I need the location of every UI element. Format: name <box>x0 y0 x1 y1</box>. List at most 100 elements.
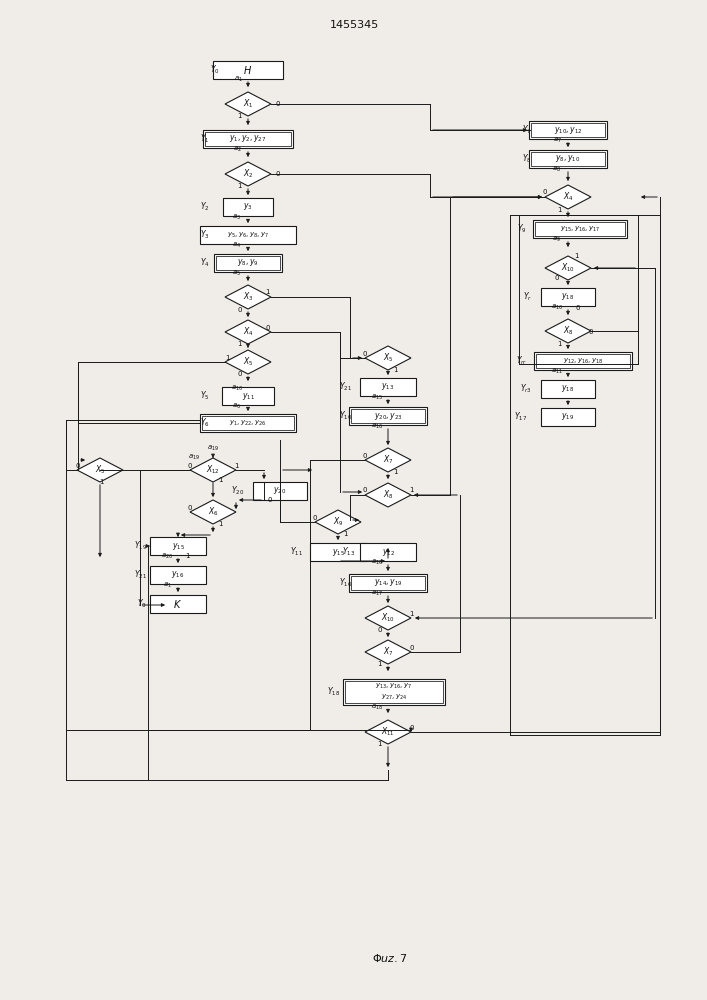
Text: $Y_{16}$: $Y_{16}$ <box>339 577 352 589</box>
Text: $1$: $1$ <box>343 530 349 538</box>
Text: $X_5$: $X_5$ <box>243 356 253 368</box>
Text: $y_{15}$: $y_{15}$ <box>172 540 185 552</box>
Text: $Y_{r3}$: $Y_{r3}$ <box>520 383 532 395</box>
FancyBboxPatch shape <box>360 378 416 396</box>
Polygon shape <box>190 458 236 482</box>
Text: $H$: $H$ <box>243 64 252 76</box>
Text: $a_8$: $a_8$ <box>552 164 561 174</box>
Text: $Y_r$: $Y_r$ <box>523 291 532 303</box>
Text: $X_4$: $X_4$ <box>563 191 573 203</box>
Text: $y_{16}$: $y_{16}$ <box>171 570 185 580</box>
FancyBboxPatch shape <box>310 543 366 561</box>
Text: $Y_2$: $Y_2$ <box>201 201 210 213</box>
Polygon shape <box>365 448 411 472</box>
FancyBboxPatch shape <box>222 387 274 405</box>
Text: $0$: $0$ <box>275 169 281 178</box>
FancyBboxPatch shape <box>150 537 206 555</box>
FancyBboxPatch shape <box>150 566 206 584</box>
Text: $1$: $1$ <box>393 365 399 374</box>
Text: $0$: $0$ <box>187 504 193 512</box>
Text: $0$: $0$ <box>362 450 368 460</box>
Text: $a_{19}$: $a_{19}$ <box>207 443 219 453</box>
Text: $a_{15}$: $a_{15}$ <box>371 392 383 402</box>
Polygon shape <box>545 185 591 209</box>
Polygon shape <box>190 500 236 524</box>
Text: $0$: $0$ <box>312 512 318 522</box>
FancyBboxPatch shape <box>541 288 595 306</box>
Text: $0$: $0$ <box>588 326 594 336</box>
Text: $a_{20}$: $a_{20}$ <box>161 551 173 561</box>
Text: $0$: $0$ <box>265 322 271 332</box>
Text: $a_{16}$: $a_{16}$ <box>371 421 383 431</box>
Text: $Y_1$: $Y_1$ <box>201 133 210 145</box>
Text: 1455345: 1455345 <box>329 20 379 30</box>
Text: $y_{12}, y_{16}, y_{18}$: $y_{12}, y_{16}, y_{18}$ <box>563 356 603 366</box>
Text: $1$: $1$ <box>409 608 415 617</box>
Text: $Y_{18}$: $Y_{18}$ <box>327 686 340 698</box>
Text: $0$: $0$ <box>554 272 560 282</box>
Text: $0$: $0$ <box>362 349 368 358</box>
Text: $y_8, y_9$: $y_8, y_9$ <box>237 257 259 268</box>
Text: $Y_9$: $Y_9$ <box>518 223 527 235</box>
Text: $Y_4$: $Y_4$ <box>200 257 210 269</box>
Text: $0$: $0$ <box>267 495 273 504</box>
Text: $X_6$: $X_6$ <box>208 506 218 518</box>
Polygon shape <box>545 256 591 280</box>
Text: $X_9$: $X_9$ <box>333 516 344 528</box>
Text: $Y_0$: $Y_0$ <box>137 598 147 610</box>
Text: $1$: $1$ <box>237 182 243 190</box>
Text: $1$: $1$ <box>574 250 580 259</box>
Text: $a_3$: $a_3$ <box>233 212 242 222</box>
Polygon shape <box>545 319 591 343</box>
Text: $1$: $1$ <box>557 205 563 214</box>
Text: $Y_5$: $Y_5$ <box>201 390 210 402</box>
FancyBboxPatch shape <box>343 679 445 705</box>
Text: $X_5$: $X_5$ <box>95 464 105 476</box>
Text: $X_5$: $X_5$ <box>382 352 393 364</box>
Text: $0$: $0$ <box>362 486 368 494</box>
Text: $K$: $K$ <box>173 598 182 610</box>
Text: $X_8$: $X_8$ <box>563 325 573 337</box>
Text: $y_1, y_2, y_{27}$: $y_1, y_2, y_{27}$ <box>229 133 267 144</box>
Text: $a_1$: $a_1$ <box>163 580 172 590</box>
Polygon shape <box>365 606 411 630</box>
Text: $y_1, y_{22}, y_{26}$: $y_1, y_{22}, y_{26}$ <box>229 418 267 428</box>
Text: $1$: $1$ <box>409 486 415 494</box>
Text: $X_{10}$: $X_{10}$ <box>561 262 575 274</box>
Text: $0$: $0$ <box>187 460 193 470</box>
Text: $1$: $1$ <box>557 338 563 348</box>
FancyBboxPatch shape <box>529 121 607 139</box>
Polygon shape <box>315 510 361 534</box>
Text: $Y_{20}$: $Y_{20}$ <box>230 485 244 497</box>
Text: $1$: $1$ <box>225 353 231 361</box>
Text: $1$: $1$ <box>265 288 271 296</box>
Text: $y_3$: $y_3$ <box>243 202 253 213</box>
Text: $y_{18}$: $y_{18}$ <box>561 292 575 302</box>
Text: $y_{19}$: $y_{19}$ <box>561 412 575 422</box>
Text: $Y_{19}$: $Y_{19}$ <box>134 540 147 552</box>
FancyBboxPatch shape <box>349 407 427 425</box>
Text: $y_{20}$: $y_{20}$ <box>274 486 286 496</box>
Text: $1$: $1$ <box>237 340 243 349</box>
FancyBboxPatch shape <box>150 595 206 613</box>
Text: $1$: $1$ <box>185 552 191 560</box>
Text: $0$: $0$ <box>409 643 415 652</box>
Text: $0$: $0$ <box>409 722 415 732</box>
Text: $a_4$: $a_4$ <box>233 240 242 250</box>
Text: $\Phi u z . 7$: $\Phi u z . 7$ <box>373 952 408 964</box>
FancyBboxPatch shape <box>533 220 627 238</box>
Text: $Y_6$: $Y_6$ <box>200 417 210 429</box>
Text: $X_7$: $X_7$ <box>382 454 393 466</box>
Text: $0$: $0$ <box>575 302 581 312</box>
Text: $X_2$: $X_2$ <box>243 168 253 180</box>
Polygon shape <box>365 483 411 507</box>
Text: $y_{15}, y_{16}, y_{17}$: $y_{15}, y_{16}, y_{17}$ <box>560 224 600 234</box>
Text: $a_{17}$: $a_{17}$ <box>371 588 383 598</box>
Text: $a_{10}$: $a_{10}$ <box>551 302 563 312</box>
Text: $Y_{13}$: $Y_{13}$ <box>342 546 355 558</box>
Text: $1$: $1$ <box>218 476 224 485</box>
Text: $X_{11}$: $X_{11}$ <box>381 726 395 738</box>
Text: $Y_7$: $Y_7$ <box>522 124 532 136</box>
Text: $y_{13}$: $y_{13}$ <box>382 381 395 392</box>
Text: $Y_{21}$: $Y_{21}$ <box>339 381 352 393</box>
